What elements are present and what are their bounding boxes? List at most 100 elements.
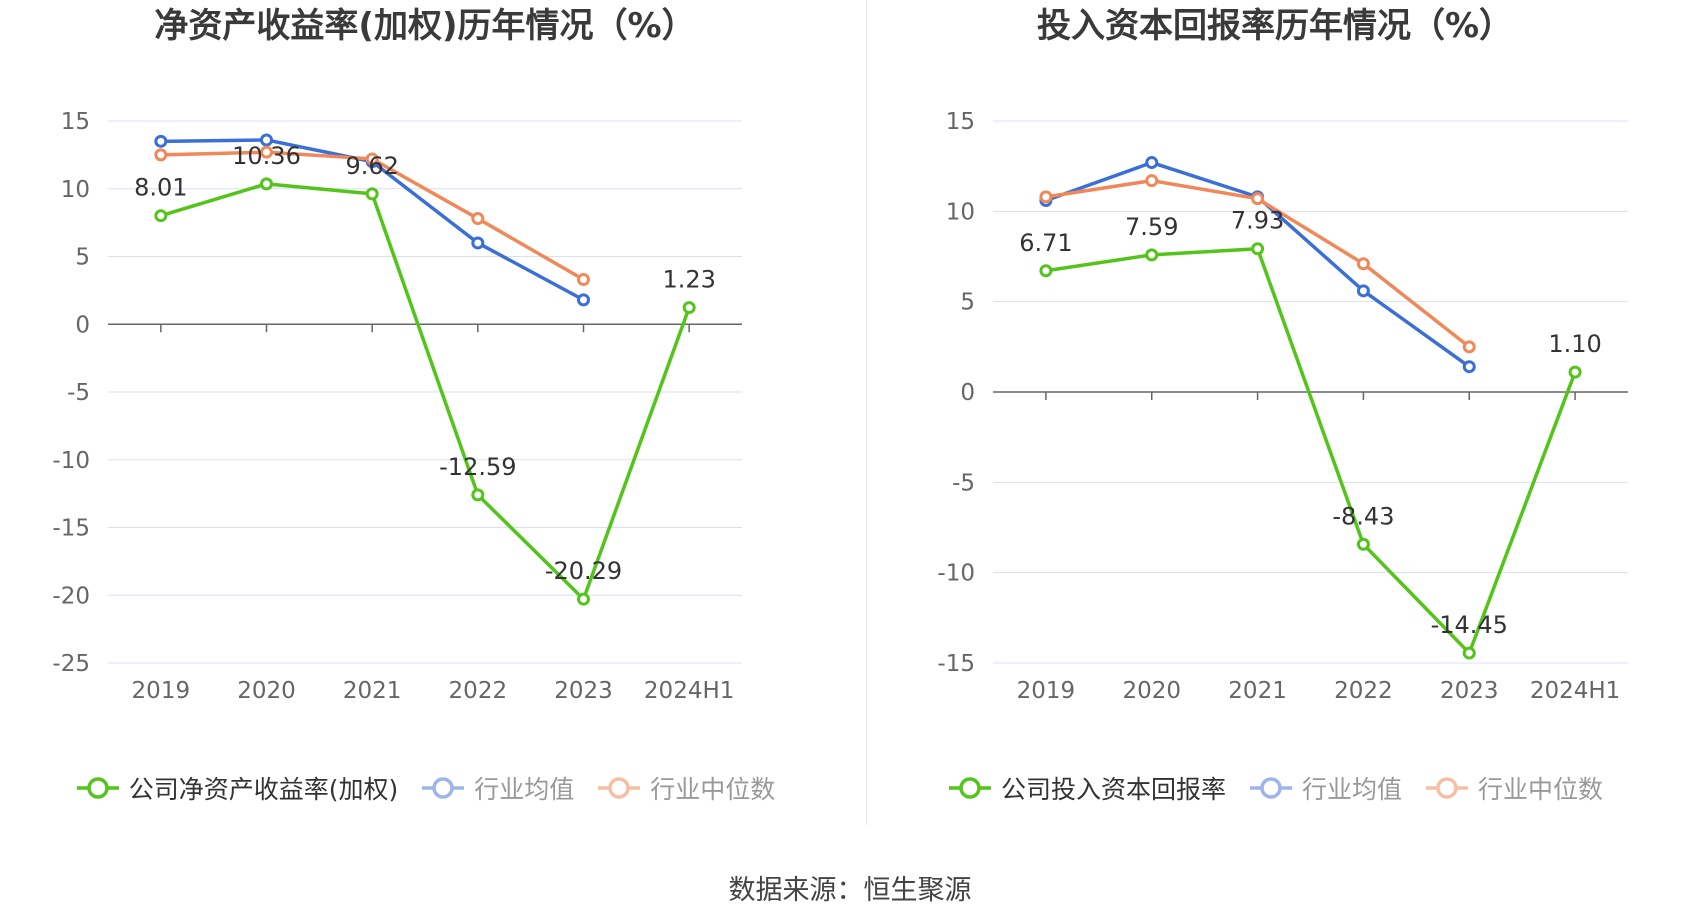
- x-tick-label: 2023: [1440, 678, 1499, 704]
- data-label: 8.01: [134, 174, 187, 202]
- data-point: [1568, 365, 1582, 379]
- x-tick-label: 2019: [1017, 678, 1076, 704]
- y-tick-label: -5: [952, 470, 975, 496]
- legend-label: 公司净资产收益率(加权): [128, 775, 399, 804]
- data-point: [1356, 537, 1370, 551]
- chart-title: 净资产收益率(加权)历年情况（%）: [154, 6, 696, 46]
- legend-item[interactable]: 公司净资产收益率(加权): [75, 770, 399, 806]
- x-tick-label: 2022: [1334, 678, 1393, 704]
- data-point: [577, 273, 590, 287]
- data-point: [1356, 257, 1370, 271]
- y-tick-label: -10: [937, 561, 975, 587]
- data-point: [365, 187, 379, 201]
- legend-marker: [608, 777, 630, 799]
- y-tick-label: 5: [960, 290, 975, 316]
- legend-label: 行业均值: [474, 775, 575, 804]
- x-tick-label: 2022: [449, 678, 508, 704]
- data-point: [154, 134, 168, 148]
- y-tick-label: 5: [75, 245, 90, 271]
- roe-chart-plot: 15 10 5 0 -5 -10 -15 -20 -25 2019 2020 2021 2022 2023…: [52, 109, 742, 704]
- y-tick-label: 10: [61, 177, 90, 203]
- y-tick-label: -25: [52, 651, 90, 677]
- data-point: [682, 301, 696, 315]
- data-label: 1.10: [1548, 330, 1601, 358]
- data-label: 10.36: [232, 142, 301, 170]
- data-source-note: 数据来源：恒生聚源: [728, 875, 972, 906]
- y-tick-label: 10: [946, 199, 975, 225]
- data-point: [260, 177, 273, 191]
- legend-marker: [86, 777, 109, 799]
- data-point: [1462, 646, 1476, 660]
- y-tick-label: 15: [61, 109, 90, 135]
- roe-chart-panel: 净资产收益率(加权)历年情况（%） 15 10 5 0 -5 -10 -15 -20 -25 20…: [0, 6, 850, 806]
- data-point: [1462, 360, 1476, 374]
- chart-legend: 公司净资产收益率(加权) 行业均值 行业中位数: [0, 770, 850, 806]
- data-label: 6.71: [1019, 229, 1072, 257]
- y-tick-label: 15: [946, 109, 975, 135]
- data-point: [1251, 242, 1265, 256]
- data-label: 7.59: [1125, 213, 1178, 241]
- x-tick-label: 2020: [1122, 678, 1181, 704]
- data-point: [365, 152, 379, 166]
- data-point: [260, 145, 273, 159]
- data-point: [154, 209, 168, 223]
- legend-label: 行业中位数: [650, 775, 776, 804]
- legend-item[interactable]: 行业均值: [420, 770, 574, 806]
- x-tick-label: 2021: [343, 678, 402, 704]
- legend-item[interactable]: 行业中位数: [596, 770, 775, 806]
- data-point: [577, 293, 590, 307]
- data-point: [1251, 192, 1265, 206]
- y-tick-label: 0: [960, 380, 975, 406]
- series-line: [1045, 246, 1577, 655]
- legend-marker: [1260, 777, 1282, 799]
- legend-line-marker-icon: [598, 777, 641, 799]
- data-point: [260, 133, 273, 147]
- legend-label: 行业均值: [1301, 775, 1402, 804]
- legend-label: 公司投入资本回报率: [1000, 775, 1226, 804]
- roic-chart-panel: 投入资本回报率历年情况（%） 15 10 5 0 -5 -10 -15 2019 2020 202…: [850, 0, 1700, 918]
- legend-line-marker-icon: [76, 777, 119, 799]
- data-point: [1145, 156, 1159, 170]
- y-tick-label: 0: [75, 312, 90, 338]
- data-point: [1356, 284, 1370, 298]
- x-tick-label: 2024H1: [644, 678, 734, 704]
- legend-line-marker-icon: [422, 777, 465, 799]
- legend-marker: [1436, 777, 1458, 799]
- data-label: -8.43: [1332, 502, 1394, 530]
- data-point: [577, 592, 590, 606]
- data-label: 1.23: [662, 266, 715, 294]
- legend-item[interactable]: 行业均值: [1248, 770, 1402, 806]
- x-tick-label: 2024H1: [1530, 678, 1620, 704]
- data-point: [471, 212, 485, 226]
- data-label: -12.59: [439, 453, 516, 481]
- series-line: [160, 182, 691, 601]
- data-label: -14.45: [1431, 611, 1508, 639]
- legend-marker: [432, 777, 454, 799]
- data-point: [1462, 340, 1476, 354]
- chart-title: 投入资本回报率历年情况（%）: [1036, 6, 1514, 46]
- data-label: 9.62: [345, 152, 398, 180]
- x-tick-label: 2019: [132, 678, 191, 704]
- y-tick-label: -15: [937, 651, 975, 677]
- legend-item[interactable]: 公司投入资本回报率: [947, 770, 1226, 806]
- x-tick-label: 2021: [1228, 678, 1287, 704]
- data-label: 7.93: [1231, 207, 1284, 235]
- data-point: [1039, 190, 1053, 204]
- data-point: [471, 488, 485, 502]
- legend-item[interactable]: 行业中位数: [1424, 770, 1603, 806]
- data-point: [1145, 174, 1159, 188]
- x-tick-label: 2023: [554, 678, 613, 704]
- data-label: -20.29: [545, 557, 622, 585]
- panel-divider: [866, 0, 867, 825]
- x-tick-label: 2020: [237, 678, 296, 704]
- data-point: [1039, 264, 1053, 278]
- y-tick-label: -5: [67, 380, 90, 406]
- data-point: [471, 236, 485, 250]
- y-tick-label: -10: [52, 448, 90, 474]
- legend-line-marker-icon: [1249, 777, 1292, 799]
- legend-label: 行业中位数: [1478, 775, 1604, 804]
- legend-line-marker-icon: [1426, 777, 1468, 799]
- legend-line-marker-icon: [948, 777, 991, 799]
- roic-chart-plot: 15 10 5 0 -5 -10 -15 2019 2020 2021 2022 2023 2024H1…: [937, 109, 1628, 704]
- y-tick-label: -20: [52, 583, 90, 609]
